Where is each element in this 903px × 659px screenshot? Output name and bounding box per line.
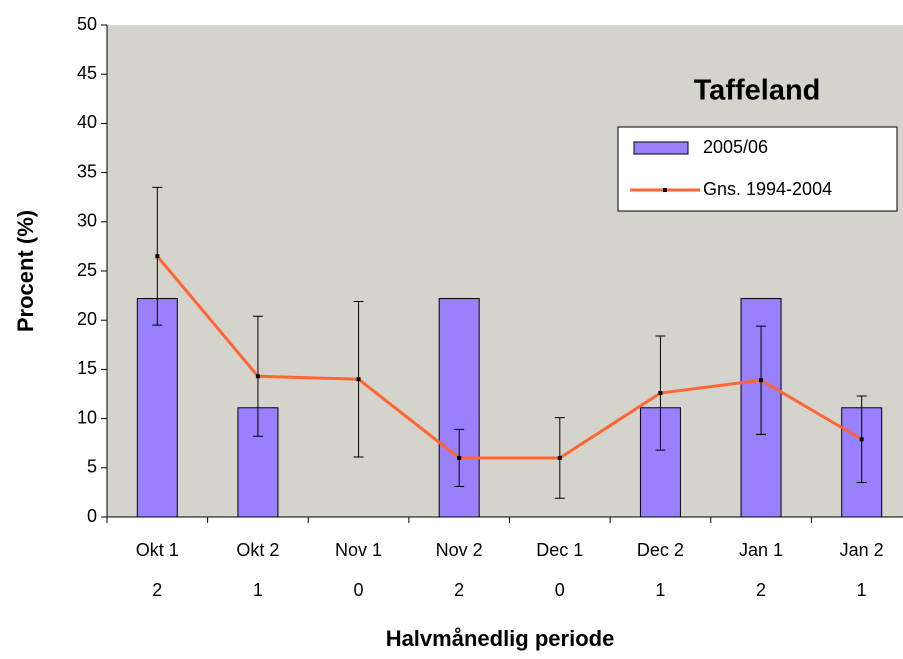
bar <box>136 298 178 518</box>
x-count-label: 1 <box>857 580 867 600</box>
y-tick-label: 35 <box>77 161 97 181</box>
x-tick-label: Okt 2 <box>236 540 279 560</box>
y-tick-label: 0 <box>87 506 97 526</box>
y-tick-label: 50 <box>77 14 97 34</box>
y-tick-label: 30 <box>77 211 97 231</box>
chart-title: Taffeland <box>694 75 821 107</box>
x-tick-label: Jan 1 <box>739 540 783 560</box>
marker <box>457 455 462 460</box>
legend-marker <box>663 188 667 192</box>
marker <box>255 374 260 379</box>
x-count-label: 1 <box>253 580 263 600</box>
marker <box>658 391 663 396</box>
marker <box>859 437 864 442</box>
marker <box>759 378 764 383</box>
x-count-label: 0 <box>555 580 565 600</box>
legend-swatch <box>633 141 689 155</box>
x-count-label: 2 <box>152 580 162 600</box>
x-count-label: 1 <box>655 580 665 600</box>
x-tick-label: Jan 2 <box>840 540 884 560</box>
x-count-label: 2 <box>454 580 464 600</box>
x-tick-label: Nov 2 <box>436 540 483 560</box>
x-axis-label: Halvmånedlig periode <box>386 626 615 651</box>
line <box>156 255 863 460</box>
y-tick-label: 5 <box>87 457 97 477</box>
y-tick-label: 40 <box>77 112 97 132</box>
x-count-label: 2 <box>756 580 766 600</box>
y-tick-label: 25 <box>77 260 97 280</box>
marker <box>356 377 361 382</box>
legend-box <box>617 126 898 212</box>
x-tick-label: Nov 1 <box>335 540 382 560</box>
y-axis-label: Procent (%) <box>13 210 38 332</box>
y-tick-label: 10 <box>77 407 97 427</box>
y-tick-label: 15 <box>77 358 97 378</box>
marker <box>155 254 160 259</box>
x-tick-label: Dec 2 <box>637 540 684 560</box>
x-tick-label: Okt 1 <box>136 540 179 560</box>
x-tick-label: Dec 1 <box>536 540 583 560</box>
marker <box>557 455 562 460</box>
legend-label: Gns. 1994-2004 <box>703 179 832 199</box>
y-tick-label: 20 <box>77 309 97 329</box>
legend-label: 2005/06 <box>703 137 768 157</box>
x-count-label: 0 <box>354 580 364 600</box>
y-tick-label: 45 <box>77 63 97 83</box>
